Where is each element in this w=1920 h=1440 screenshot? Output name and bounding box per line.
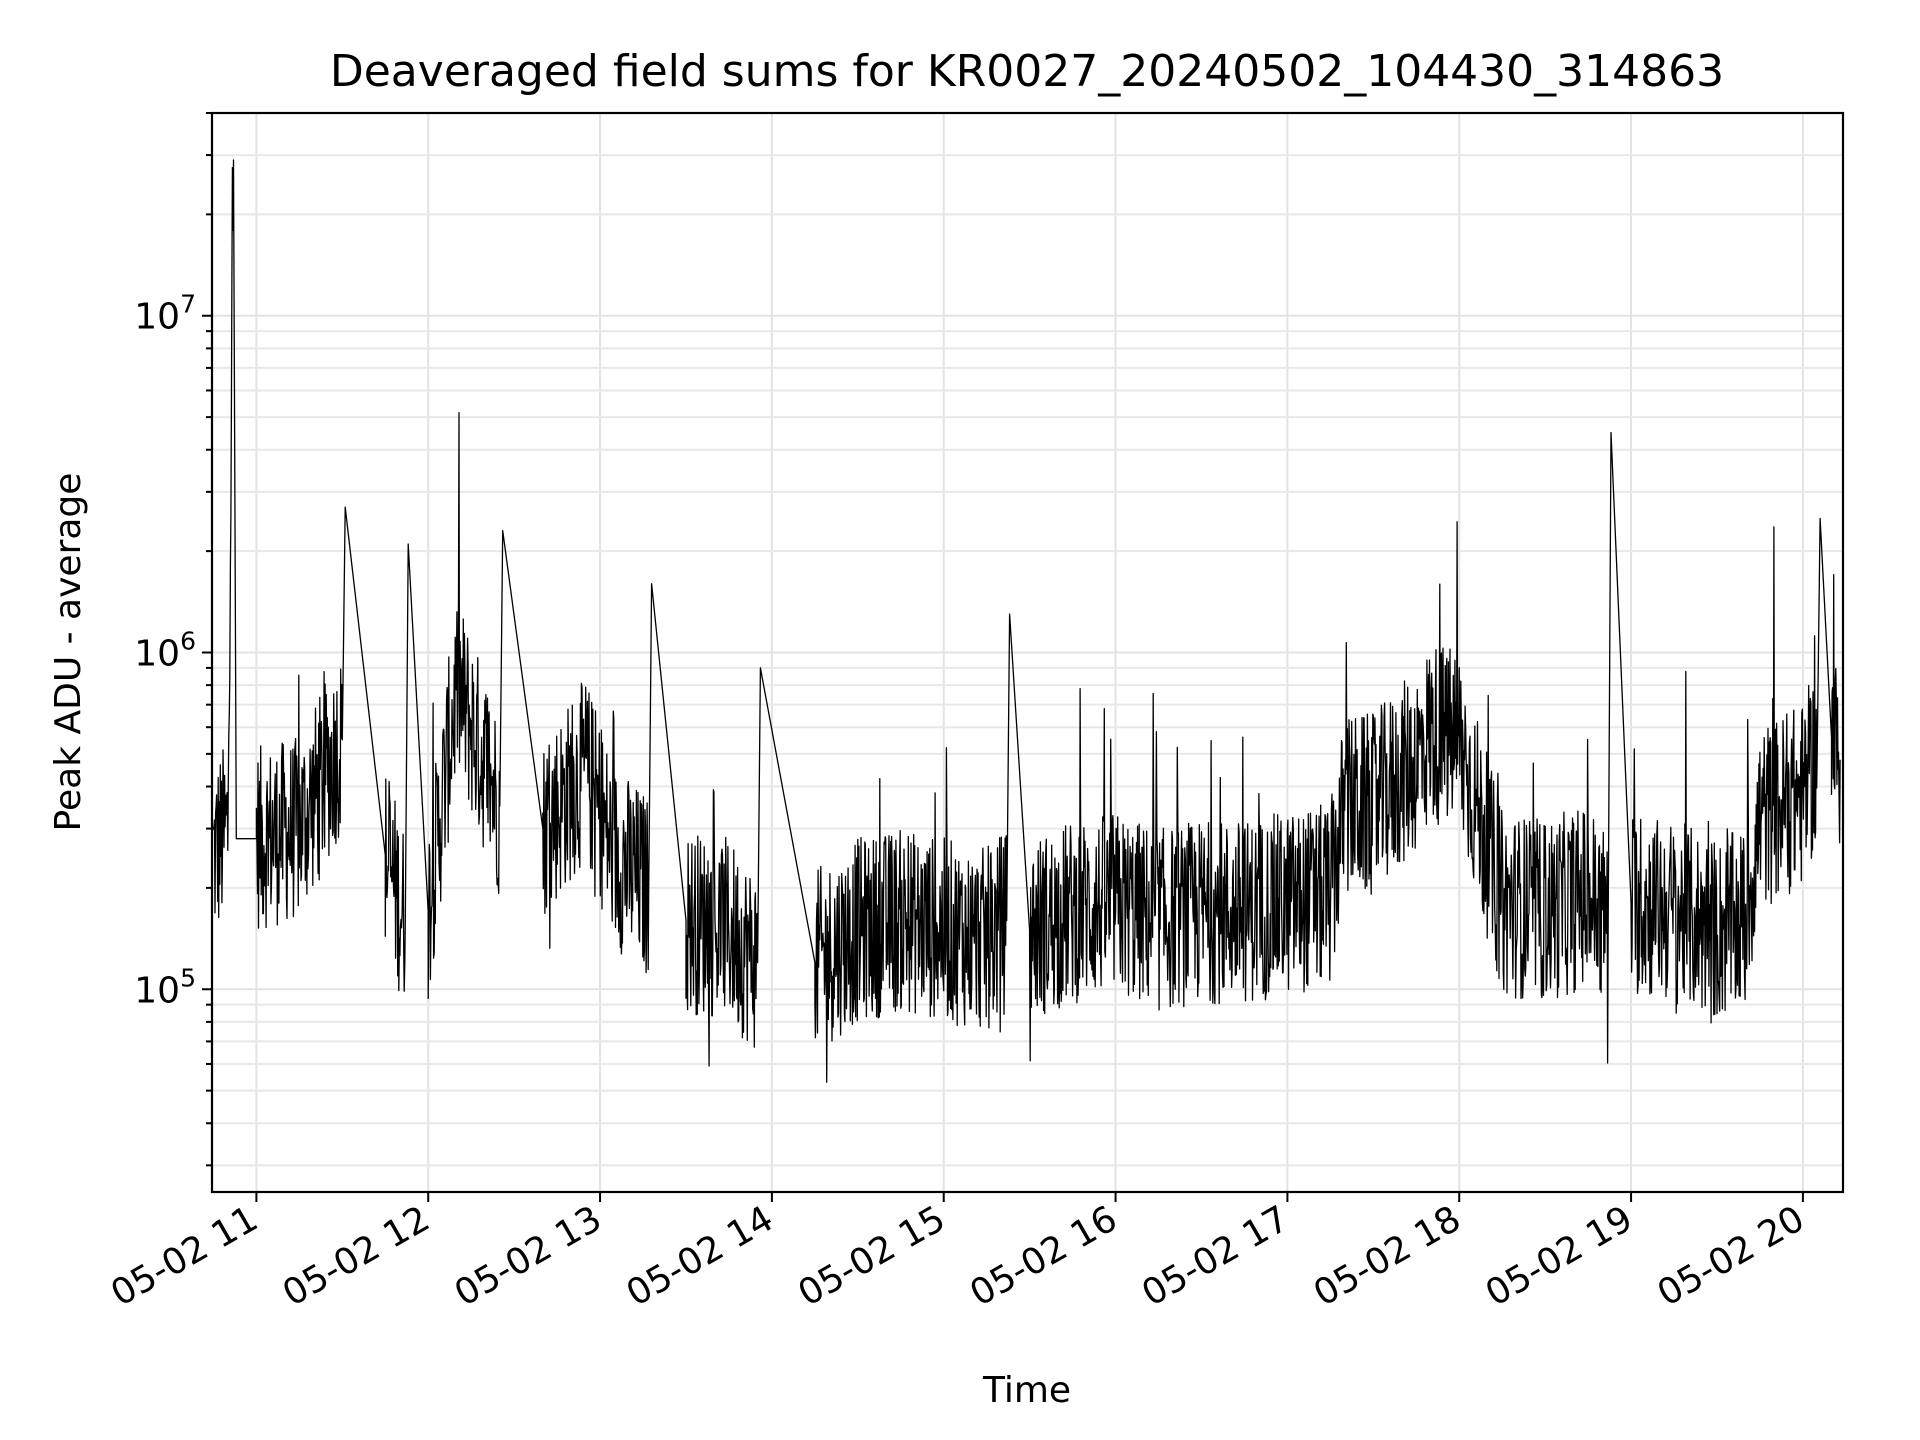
- y-axis-label: Peak ADU - average: [48, 473, 89, 832]
- x-axis-label: Time: [982, 1370, 1071, 1411]
- y-tick-label: 107: [134, 290, 196, 338]
- y-tick-label: 106: [134, 627, 196, 675]
- grid: [212, 112, 1843, 1192]
- series-layer: [212, 159, 1841, 1083]
- chart-title: Deaveraged field sums for KR0027_2024050…: [330, 46, 1724, 97]
- y-tick-label: 105: [134, 963, 196, 1011]
- series-line: [212, 159, 1841, 1083]
